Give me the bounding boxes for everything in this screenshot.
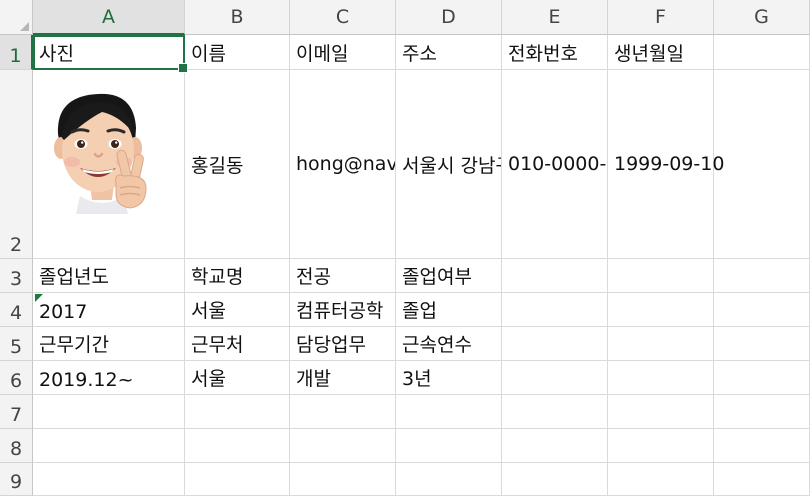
cell-a6[interactable]: 2019.12~ bbox=[33, 361, 185, 395]
cell-b3[interactable]: 학교명 bbox=[185, 259, 290, 293]
cell-d9[interactable] bbox=[396, 463, 502, 496]
cell-e8[interactable] bbox=[502, 429, 608, 463]
cell-e3[interactable] bbox=[502, 259, 608, 293]
cell-c2[interactable]: hong@naver.com bbox=[290, 70, 396, 259]
row-header-9[interactable]: 9 bbox=[0, 463, 33, 496]
cell-g1[interactable] bbox=[714, 35, 810, 70]
cell-e4[interactable] bbox=[502, 293, 608, 327]
cell-f9[interactable] bbox=[608, 463, 714, 496]
cell-c3[interactable]: 전공 bbox=[290, 259, 396, 293]
column-header-d[interactable]: D bbox=[396, 0, 502, 35]
cell-g4[interactable] bbox=[714, 293, 810, 327]
cell-c9[interactable] bbox=[290, 463, 396, 496]
row-header-1[interactable]: 1 bbox=[0, 35, 33, 70]
cell-d1[interactable]: 주소 bbox=[396, 35, 502, 70]
row-header-5[interactable]: 5 bbox=[0, 327, 33, 361]
cell-d3[interactable]: 졸업여부 bbox=[396, 259, 502, 293]
cell-b5[interactable]: 근무처 bbox=[185, 327, 290, 361]
column-header-c[interactable]: C bbox=[290, 0, 396, 35]
cell-g6[interactable] bbox=[714, 361, 810, 395]
cell-a2[interactable] bbox=[33, 70, 185, 259]
cell-d5[interactable]: 근속연수 bbox=[396, 327, 502, 361]
cell-f4[interactable] bbox=[608, 293, 714, 327]
cell-e7[interactable] bbox=[502, 395, 608, 429]
cell-e9[interactable] bbox=[502, 463, 608, 496]
cell-f3[interactable] bbox=[608, 259, 714, 293]
column-header-e[interactable]: E bbox=[502, 0, 608, 35]
column-header-g[interactable]: G bbox=[714, 0, 810, 35]
cell-d8[interactable] bbox=[396, 429, 502, 463]
cell-c5[interactable]: 담당업무 bbox=[290, 327, 396, 361]
cell-a4[interactable]: 2017 bbox=[33, 293, 185, 327]
cell-e6[interactable] bbox=[502, 361, 608, 395]
cell-e2[interactable]: 010-0000-0000 bbox=[502, 70, 608, 259]
cell-f2[interactable]: 1999-09-10 bbox=[608, 70, 724, 259]
cell-a7[interactable] bbox=[33, 395, 185, 429]
cell-c7[interactable] bbox=[290, 395, 396, 429]
cell-f6[interactable] bbox=[608, 361, 714, 395]
cell-d4[interactable]: 졸업 bbox=[396, 293, 502, 327]
cell-d6[interactable]: 3년 bbox=[396, 361, 502, 395]
cell-g7[interactable] bbox=[714, 395, 810, 429]
cell-g9[interactable] bbox=[714, 463, 810, 496]
cell-f8[interactable] bbox=[608, 429, 714, 463]
row-header-2[interactable]: 2 bbox=[0, 70, 33, 259]
cell-b2[interactable]: 홍길동 bbox=[185, 70, 290, 259]
cell-c1[interactable]: 이메일 bbox=[290, 35, 396, 70]
column-header-a[interactable]: A bbox=[33, 0, 185, 35]
cell-b7[interactable] bbox=[185, 395, 290, 429]
row-header-4[interactable]: 4 bbox=[0, 293, 33, 327]
cell-a1[interactable]: 사진 bbox=[33, 35, 185, 70]
cell-g8[interactable] bbox=[714, 429, 810, 463]
cell-f5[interactable] bbox=[608, 327, 714, 361]
cell-e1[interactable]: 전화번호 bbox=[502, 35, 608, 70]
error-indicator-flag bbox=[35, 294, 43, 302]
cell-g2[interactable] bbox=[714, 70, 810, 259]
cell-b6[interactable]: 서울 bbox=[185, 361, 290, 395]
cell-b1[interactable]: 이름 bbox=[185, 35, 290, 70]
cell-a5[interactable]: 근무기간 bbox=[33, 327, 185, 361]
row-header-8[interactable]: 8 bbox=[0, 429, 33, 463]
cell-a9[interactable] bbox=[33, 463, 185, 496]
cell-c4[interactable]: 컴퓨터공학 bbox=[290, 293, 396, 327]
cell-e5[interactable] bbox=[502, 327, 608, 361]
cell-f7[interactable] bbox=[608, 395, 714, 429]
select-all-triangle-icon bbox=[20, 22, 29, 31]
cell-g3[interactable] bbox=[714, 259, 810, 293]
row-header-6[interactable]: 6 bbox=[0, 361, 33, 395]
cell-d2[interactable]: 서울시 강남구 bbox=[396, 70, 502, 259]
cell-d7[interactable] bbox=[396, 395, 502, 429]
memoji-peace-sign-icon[interactable] bbox=[50, 88, 154, 214]
cell-f1[interactable]: 생년월일 bbox=[608, 35, 714, 70]
cell-g5[interactable] bbox=[714, 327, 810, 361]
cell-b9[interactable] bbox=[185, 463, 290, 496]
column-header-b[interactable]: B bbox=[185, 0, 290, 35]
select-all-button[interactable] bbox=[0, 0, 33, 35]
cell-b8[interactable] bbox=[185, 429, 290, 463]
cell-b4[interactable]: 서울 bbox=[185, 293, 290, 327]
cell-c6[interactable]: 개발 bbox=[290, 361, 396, 395]
cell-a3[interactable]: 졸업년도 bbox=[33, 259, 185, 293]
cell-a8[interactable] bbox=[33, 429, 185, 463]
row-header-7[interactable]: 7 bbox=[0, 395, 33, 429]
cell-c8[interactable] bbox=[290, 429, 396, 463]
column-header-f[interactable]: F bbox=[608, 0, 714, 35]
row-header-3[interactable]: 3 bbox=[0, 259, 33, 293]
